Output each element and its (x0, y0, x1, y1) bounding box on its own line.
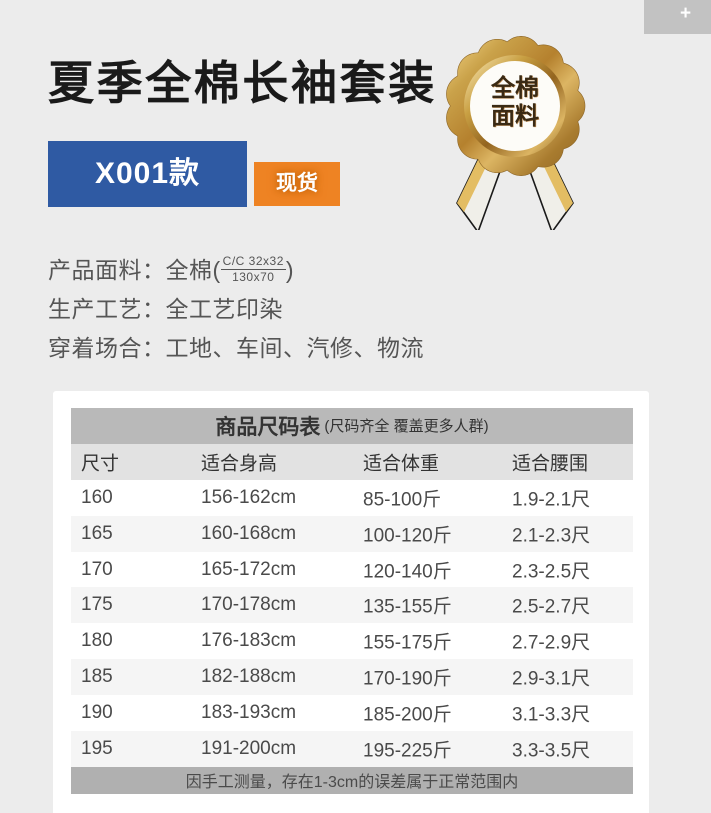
svg-text:全棉: 全棉 (490, 74, 539, 102)
svg-text:面料: 面料 (491, 103, 539, 130)
